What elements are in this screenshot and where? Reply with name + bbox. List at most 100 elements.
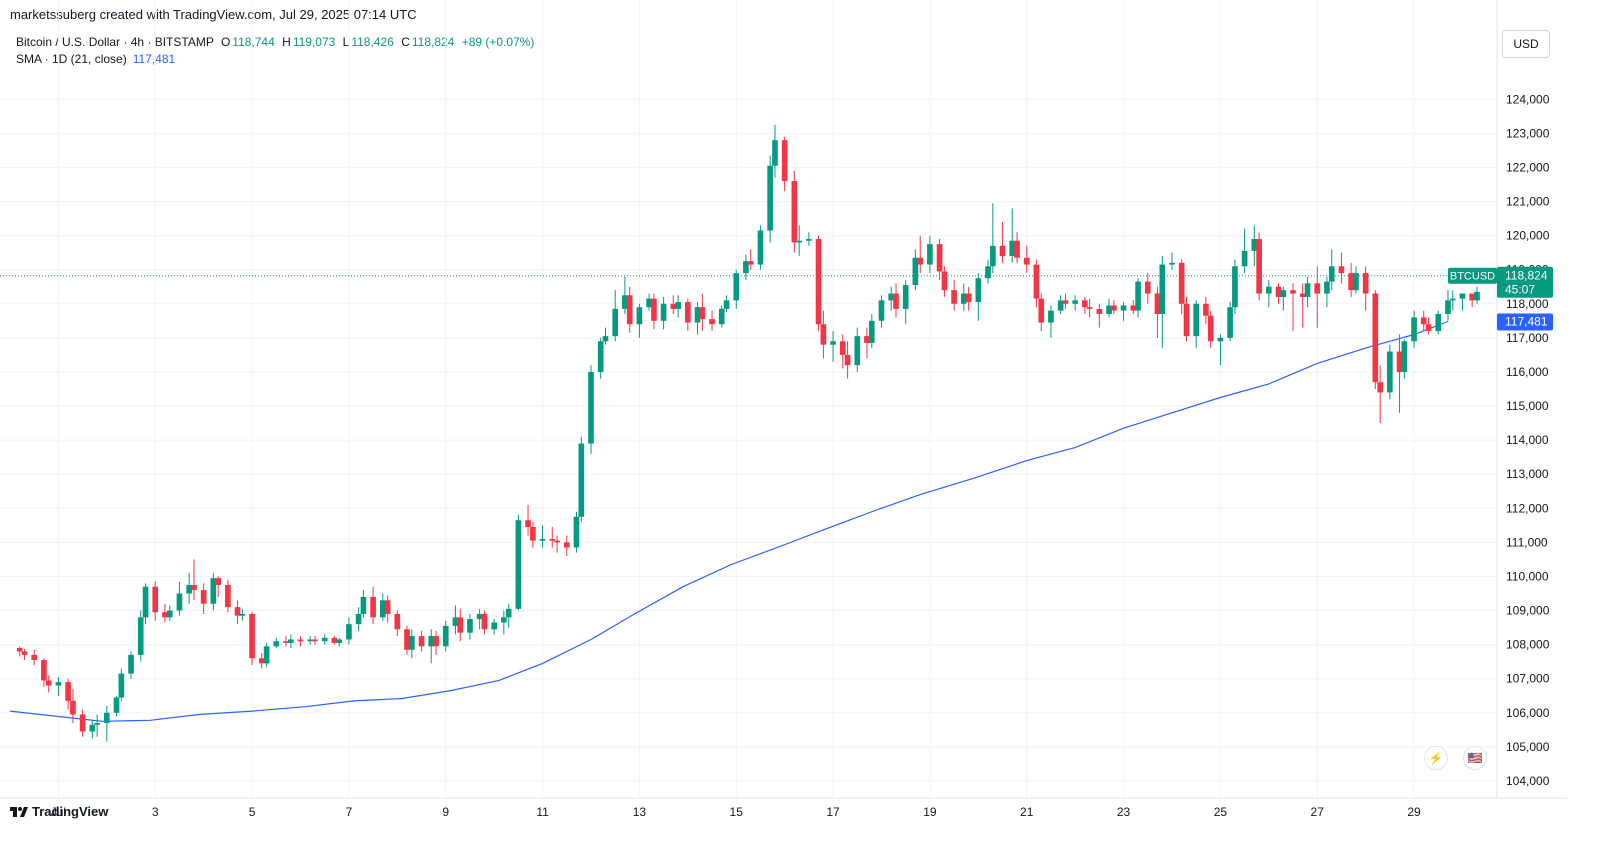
candle-body bbox=[563, 542, 570, 548]
candle-body bbox=[912, 257, 919, 286]
candle bbox=[1086, 298, 1093, 318]
candle-body bbox=[1445, 300, 1451, 314]
candle bbox=[999, 221, 1006, 263]
chart-creator-caption: marketssuberg created with TradingView.c… bbox=[10, 7, 417, 22]
candle-body bbox=[176, 593, 183, 611]
candle-body bbox=[1435, 314, 1442, 332]
candle-body bbox=[1183, 303, 1190, 337]
candle bbox=[660, 296, 667, 330]
candle bbox=[578, 436, 585, 522]
candle bbox=[1401, 339, 1408, 379]
candle bbox=[258, 653, 265, 669]
candle-body bbox=[113, 697, 120, 713]
candle bbox=[757, 225, 764, 270]
candle-body bbox=[960, 293, 967, 304]
candle bbox=[501, 610, 507, 635]
candle bbox=[1207, 310, 1214, 349]
y-tick-label: 110,000 bbox=[1506, 569, 1549, 583]
candle-body bbox=[1111, 305, 1117, 311]
candle-body bbox=[1372, 293, 1379, 383]
candle bbox=[927, 235, 933, 274]
candle bbox=[1420, 310, 1427, 332]
candle bbox=[1120, 302, 1127, 321]
chart-grid bbox=[0, 0, 1567, 799]
candle-body bbox=[1353, 273, 1359, 291]
candle bbox=[563, 535, 570, 556]
candle-body bbox=[743, 261, 749, 274]
candle-body bbox=[152, 586, 159, 613]
candle-body bbox=[965, 293, 972, 303]
candle bbox=[747, 249, 754, 270]
candle bbox=[176, 581, 183, 616]
candle bbox=[1178, 259, 1185, 314]
lightning-flag-icon[interactable]: ⚡ bbox=[1424, 746, 1448, 770]
candle-body bbox=[312, 639, 318, 642]
sma-indicator-label[interactable]: SMA · 1D (21, close) bbox=[16, 52, 127, 66]
candle-body bbox=[307, 639, 314, 642]
candle bbox=[1290, 283, 1296, 332]
candle bbox=[1130, 300, 1137, 314]
currency-selector[interactable]: USD bbox=[1502, 30, 1550, 58]
candle bbox=[699, 293, 706, 332]
candle bbox=[1362, 266, 1369, 311]
candle-body bbox=[636, 307, 643, 325]
candle-body bbox=[791, 181, 798, 243]
candle bbox=[1265, 279, 1272, 308]
candle bbox=[525, 504, 531, 536]
tradingview-brand[interactable]: TradingView bbox=[32, 804, 109, 819]
candle bbox=[1072, 295, 1078, 311]
us-flag-icon[interactable]: 🇺🇸 bbox=[1463, 746, 1487, 770]
x-tick-label: 17 bbox=[826, 805, 840, 819]
candle-body bbox=[1290, 290, 1296, 294]
candle-body bbox=[137, 617, 144, 655]
candle-body bbox=[41, 659, 47, 681]
candle-body bbox=[757, 230, 764, 265]
candle bbox=[283, 636, 289, 647]
candle bbox=[1135, 278, 1141, 318]
candle bbox=[1474, 286, 1480, 304]
x-tick-label: 21 bbox=[1020, 805, 1034, 819]
candle-body bbox=[670, 303, 677, 309]
candle-body bbox=[1420, 317, 1427, 325]
candle-body bbox=[1265, 286, 1272, 294]
candle-body bbox=[94, 723, 100, 725]
candle-body bbox=[258, 658, 265, 664]
candle bbox=[505, 603, 512, 628]
candle-body bbox=[1251, 239, 1258, 251]
candle bbox=[1082, 296, 1088, 314]
candle-body bbox=[505, 608, 512, 618]
candle bbox=[1299, 283, 1306, 328]
candle-body bbox=[1304, 283, 1311, 297]
candle-body bbox=[1241, 250, 1248, 267]
candle bbox=[1232, 259, 1238, 314]
candle bbox=[709, 310, 715, 332]
symbol-description[interactable]: Bitcoin / U.S. Dollar · 4h · BITSTAMP bbox=[16, 35, 214, 49]
candle bbox=[985, 259, 991, 284]
candle-body bbox=[975, 278, 982, 303]
candle bbox=[597, 337, 604, 379]
candle-body bbox=[104, 712, 110, 724]
candle-body bbox=[1425, 324, 1432, 332]
candle bbox=[941, 266, 948, 297]
candle-body bbox=[888, 293, 894, 301]
tradingview-logo-icon[interactable] bbox=[10, 806, 28, 818]
candle-body bbox=[951, 290, 957, 304]
candle bbox=[646, 293, 652, 311]
candle bbox=[394, 610, 401, 637]
candle-body bbox=[1062, 300, 1069, 304]
candle bbox=[670, 295, 677, 314]
candle bbox=[723, 295, 730, 313]
y-tick-label: 115,000 bbox=[1506, 399, 1549, 413]
symbol-badge-text: BTCUSD bbox=[1450, 271, 1495, 283]
candle bbox=[791, 170, 798, 253]
candle-body bbox=[384, 600, 391, 614]
candle bbox=[1435, 310, 1442, 335]
candle bbox=[893, 283, 899, 318]
candle bbox=[1338, 252, 1345, 284]
candle-body bbox=[539, 538, 546, 541]
candle-body bbox=[1086, 307, 1093, 309]
candle bbox=[481, 610, 488, 635]
candle-body bbox=[549, 538, 556, 541]
candle bbox=[128, 651, 134, 679]
